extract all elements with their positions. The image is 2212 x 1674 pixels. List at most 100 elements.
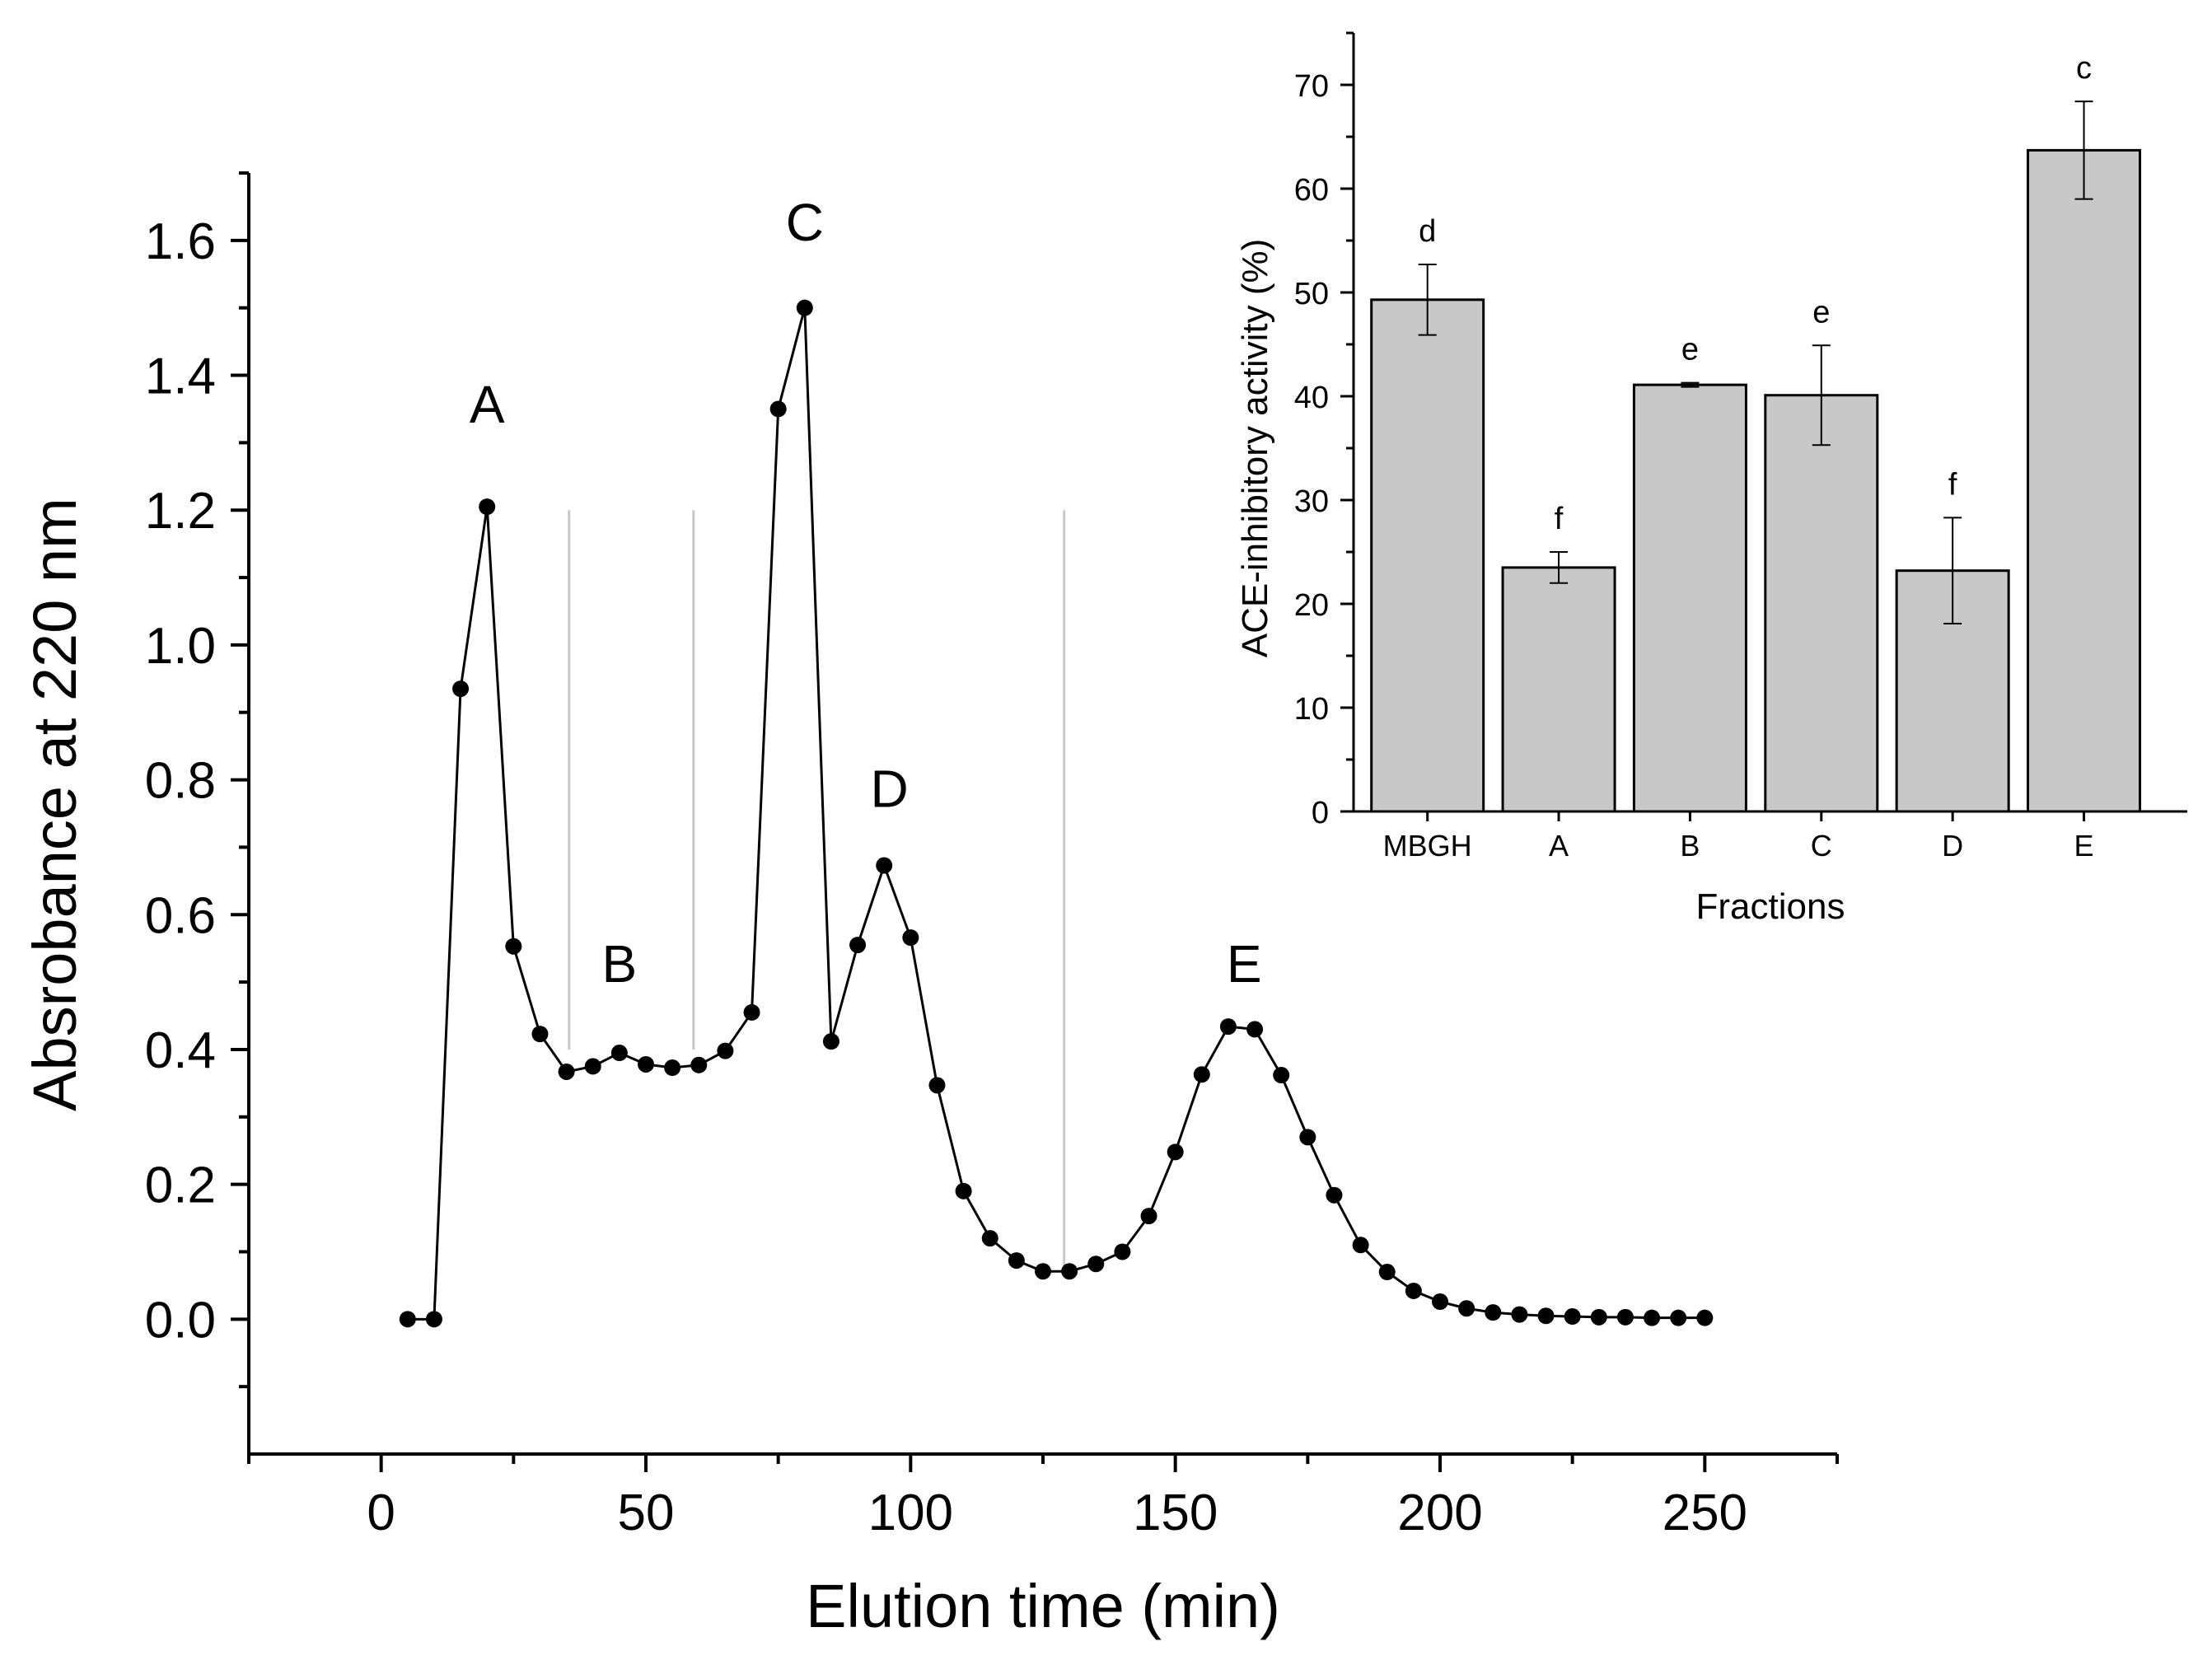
data-point <box>425 1311 442 1328</box>
significance-letter-A: f <box>1555 502 1564 536</box>
data-point <box>876 857 893 874</box>
inset-x-tick-label: A <box>1549 829 1569 863</box>
data-point <box>505 938 522 955</box>
data-point <box>1219 1018 1237 1036</box>
bar-C <box>1764 394 1879 813</box>
data-point <box>1616 1308 1634 1326</box>
data-point <box>1114 1243 1131 1260</box>
data-point <box>638 1055 654 1073</box>
inset-y-tick-label: 60 <box>1294 173 1329 208</box>
data-point <box>452 680 470 698</box>
significance-letter-MBGH: d <box>1419 214 1436 249</box>
data-point <box>399 1311 416 1328</box>
main-chromatogram-chart: 0.00.20.40.60.81.01.21.41.60 50 100 150 200 2… <box>21 171 1839 1640</box>
data-point <box>1511 1306 1528 1323</box>
x-tick-label: 0 <box>367 1485 395 1541</box>
data-point <box>1590 1308 1607 1326</box>
data-point <box>558 1063 575 1080</box>
data-point <box>1246 1021 1264 1038</box>
inset-y-tick-label: 40 <box>1294 381 1329 415</box>
inset-y-axis-title: ACE-inhibitory activity (%) <box>1235 239 1275 658</box>
inset-y-tick-label: 70 <box>1294 69 1329 104</box>
peak-label-C: C <box>786 193 824 252</box>
y-tick-label: 0.4 <box>145 1022 216 1079</box>
data-point <box>743 1003 760 1021</box>
peak-label-B: B <box>602 934 638 994</box>
inset-x-tick-label: B <box>1680 829 1700 863</box>
inset-x-tick-label: C <box>1811 829 1832 863</box>
data-point <box>1405 1282 1422 1299</box>
data-point <box>1537 1307 1555 1325</box>
data-point <box>1008 1252 1025 1270</box>
y-axis-title: Absrobance at 220 nm <box>21 498 89 1111</box>
data-point <box>1326 1186 1343 1204</box>
y-tick-label: 1.6 <box>145 213 216 270</box>
inset-y-tick-label: 20 <box>1294 588 1329 623</box>
data-point <box>955 1182 972 1199</box>
inset-y-tick-label: 50 <box>1294 277 1329 311</box>
inset-y-tick-label: 30 <box>1294 484 1329 519</box>
data-point <box>1061 1263 1078 1280</box>
significance-letter-C: e <box>1812 295 1830 330</box>
inset-x-tick-label: E <box>2074 829 2094 863</box>
inset-bar-chart: 0 10 20 30 40 50 60 70 d MBGH f Ae Be Cf Dc E Fractions A… <box>1211 0 2212 931</box>
data-point <box>479 498 496 516</box>
peak-label-A: A <box>470 375 505 434</box>
data-point <box>1167 1143 1184 1161</box>
data-point <box>1378 1264 1396 1281</box>
significance-letter-B: e <box>1681 333 1699 367</box>
data-point <box>928 1077 946 1094</box>
x-tick-label: 150 <box>1133 1485 1218 1541</box>
x-tick-label: 200 <box>1397 1485 1482 1541</box>
x-tick-label: 250 <box>1663 1485 1747 1541</box>
inset-x-tick-label: MBGH <box>1383 829 1472 863</box>
significance-letter-E: c <box>2076 51 2092 86</box>
x-tick-label: 50 <box>618 1485 675 1541</box>
data-point <box>981 1230 998 1247</box>
peak-label-D: D <box>871 759 909 818</box>
bar-E <box>2027 148 2142 813</box>
inset-x-tick-label: D <box>1942 829 1963 863</box>
data-point <box>902 929 919 947</box>
data-point <box>1458 1300 1475 1317</box>
data-point <box>1485 1304 1502 1321</box>
data-point <box>1035 1263 1051 1280</box>
y-tick-label: 0.0 <box>145 1292 216 1349</box>
bar-B <box>1632 383 1747 813</box>
data-point <box>717 1042 734 1059</box>
inset-y-tick-label: 10 <box>1294 692 1329 727</box>
y-tick-label: 0.2 <box>145 1157 216 1214</box>
y-tick-label: 0.8 <box>145 753 216 810</box>
data-point <box>796 299 813 316</box>
data-point <box>690 1056 708 1073</box>
bar-MBGH <box>1370 298 1485 813</box>
data-point <box>1193 1066 1210 1083</box>
data-point <box>1087 1256 1105 1273</box>
data-point <box>1352 1237 1369 1254</box>
inset-y-tick-label: 0 <box>1312 796 1329 830</box>
data-point <box>769 400 787 418</box>
data-point <box>822 1033 839 1050</box>
data-point <box>1273 1067 1290 1084</box>
data-point <box>1432 1293 1448 1311</box>
data-point <box>1140 1208 1157 1225</box>
data-point <box>849 937 867 954</box>
significance-letter-D: f <box>1948 467 1957 502</box>
data-point <box>1670 1309 1687 1326</box>
y-tick-label: 1.4 <box>145 348 216 405</box>
peak-label-E: E <box>1227 934 1262 994</box>
data-point <box>584 1058 601 1075</box>
y-tick-label: 1.0 <box>145 618 216 675</box>
data-point <box>664 1059 681 1077</box>
inset-x-axis-title: Fractions <box>1696 886 1845 927</box>
data-point <box>1696 1309 1714 1326</box>
data-point <box>1299 1129 1316 1146</box>
bar-A <box>1501 566 1616 813</box>
data-point <box>1564 1308 1581 1326</box>
y-tick-label: 1.2 <box>145 483 216 540</box>
data-point <box>1644 1309 1661 1326</box>
x-tick-label: 100 <box>868 1485 953 1541</box>
x-axis-title: Elution time (min) <box>806 1572 1280 1640</box>
